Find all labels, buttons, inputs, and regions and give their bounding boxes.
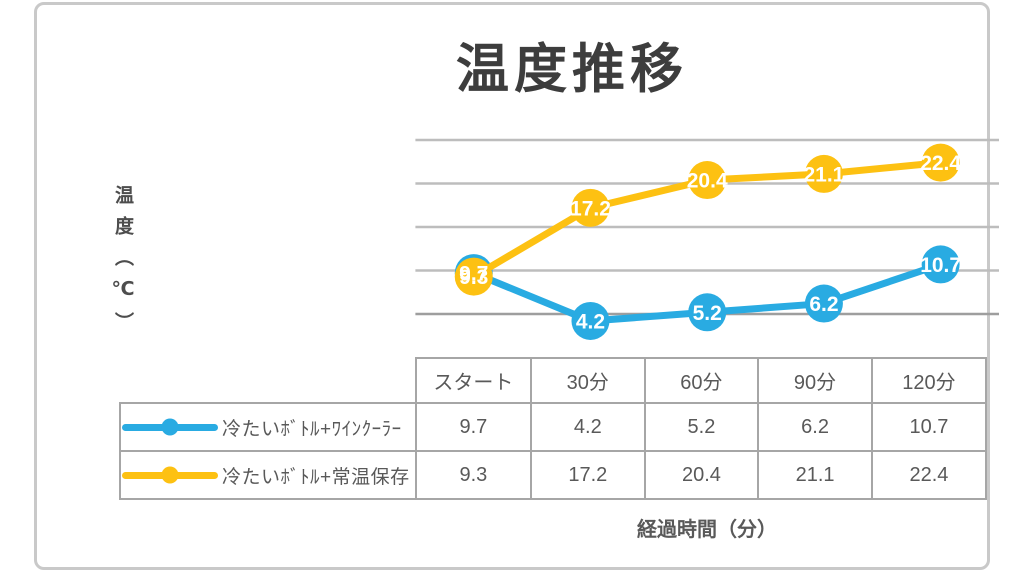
data-point-label: 9.7 [459,263,488,286]
table-header-cell: 120分 [870,357,988,404]
data-point-label: 17.2 [570,197,611,220]
legend-cell: 冷たいﾎﾞﾄﾙ+常温保存 [119,450,417,500]
table-value-cell: 21.1 [757,450,873,500]
legend-dot-icon [161,418,179,436]
data-point-marker [571,188,610,227]
chart-card: 温度推移 温度（℃） 9.7 4.2 5.2 6.2 10.7 9.3 17.2 20.4 21… [34,2,999,570]
data-point-label: 5.2 [693,302,722,325]
data-point-marker [921,143,960,182]
x-axis-title: 経過時間（分） [637,519,777,541]
legend-series-name: 冷たいﾎﾞﾄﾙ+常温保存 [222,466,410,488]
data-point-marker [804,154,843,193]
legend-line-icon [122,466,218,484]
chart-data-table: スタート 30分 60分 90分 120分冷たいﾎﾞﾄﾙ+ﾜｲﾝｸｰﾗｰ 9.7 4.2 5.… [119,357,988,500]
data-point-marker [688,293,727,332]
table-header-row: スタート 30分 60分 90分 120分 [120,357,988,404]
data-point-label: 6.2 [809,293,838,316]
table-header-cell: スタート [414,357,532,404]
table-value-cell: 22.4 [870,450,988,500]
table-row: 冷たいﾎﾞﾄﾙ+常温保存 9.3 17.2 20.4 21.1 22.4 [119,450,988,500]
table-value-cell: 6.2 [757,402,873,452]
table-row: 冷たいﾎﾞﾄﾙ+ﾜｲﾝｸｰﾗｰ 9.7 4.2 5.2 6.2 10.7 [119,402,988,452]
data-point-marker [688,161,727,200]
data-point-marker [454,257,493,296]
data-point-marker [804,284,843,323]
data-point-label: 4.2 [576,310,605,333]
table-value-cell: 20.4 [643,450,760,500]
legend-cell: 冷たいﾎﾞﾄﾙ+ﾜｲﾝｸｰﾗｰ [119,402,417,452]
table-value-cell: 9.3 [414,450,532,500]
data-point-label: 10.7 [920,254,961,277]
table-corner-blank [120,358,416,403]
data-point-marker [571,301,610,340]
data-point-label: 21.1 [803,163,844,186]
table-header-cell: 60分 [643,357,760,404]
chart-title: 温度推移 [456,40,688,99]
legend-dot-icon [161,466,179,484]
y-axis-title: 温度（℃） [112,185,133,343]
table-header-cell: 30分 [529,357,646,404]
line-chart-plot-area: 9.7 4.2 5.2 6.2 10.7 9.3 17.2 20.4 21.1 22.4 [415,138,999,340]
data-point-label: 9.3 [459,266,488,289]
table-value-cell: 17.2 [529,450,646,500]
table-value-cell: 5.2 [643,402,760,452]
table-value-cell: 4.2 [529,402,646,452]
table-header-cell: 90分 [757,357,873,404]
data-point-label: 22.4 [920,152,961,175]
table-value-cell: 10.7 [870,402,988,452]
data-point-label: 20.4 [687,170,728,193]
legend-series-name: 冷たいﾎﾞﾄﾙ+ﾜｲﾝｸｰﾗｰ [222,418,402,440]
data-point-marker [921,245,960,284]
legend-line-icon [122,418,218,436]
table-value-cell: 9.7 [414,402,532,452]
